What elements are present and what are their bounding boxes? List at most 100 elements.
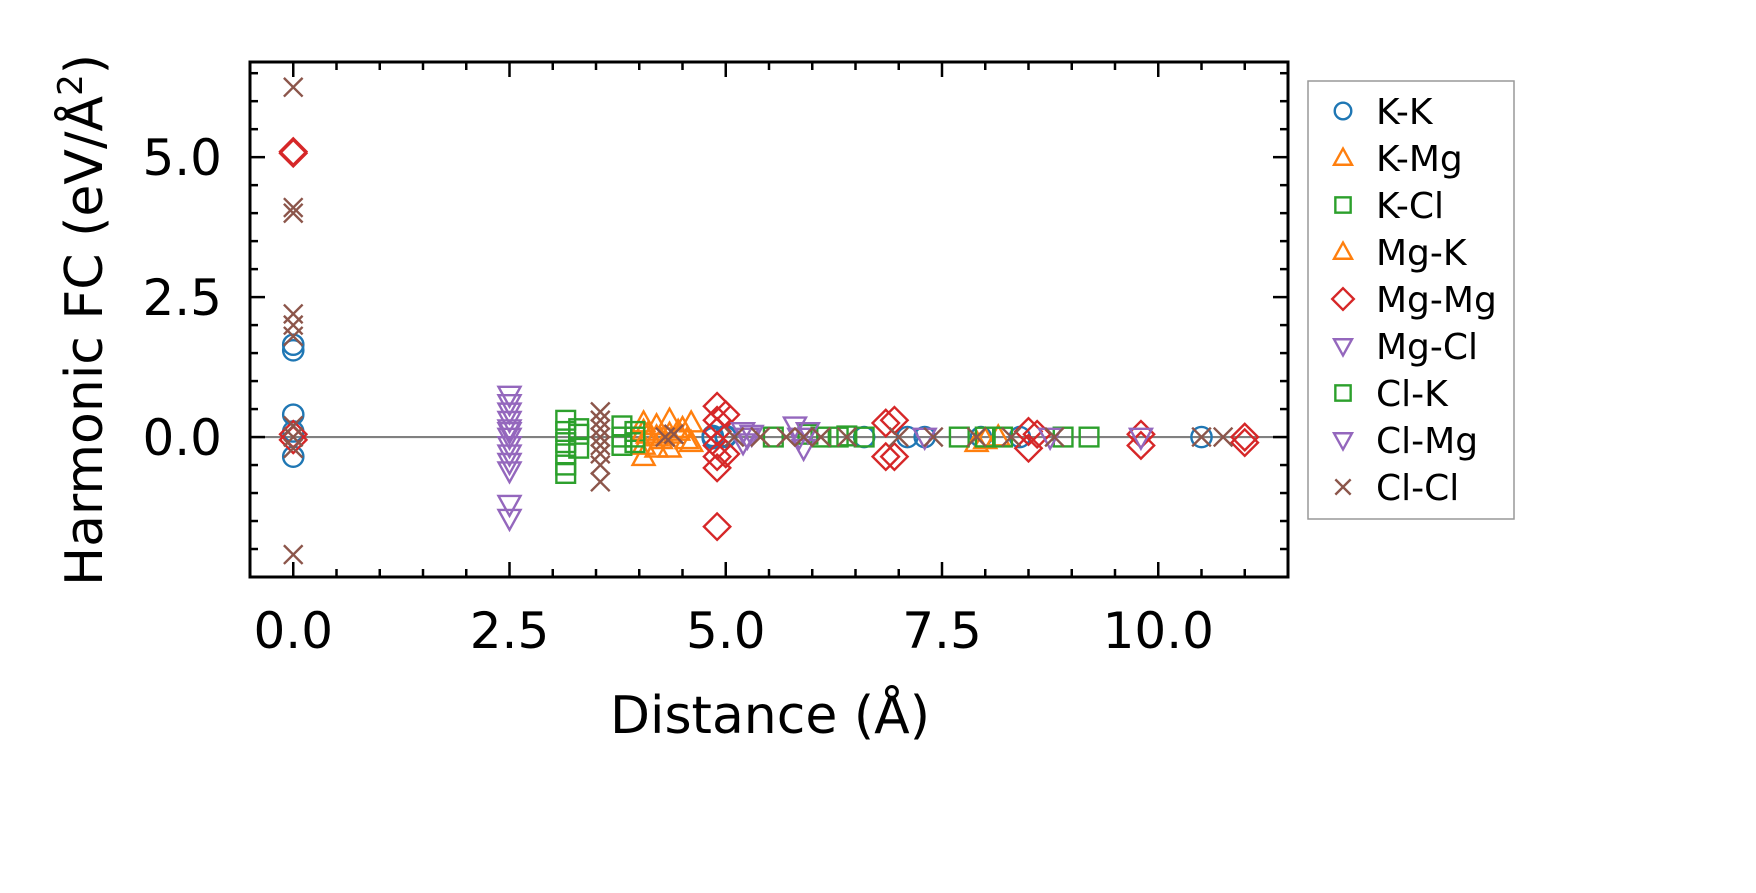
data-point bbox=[496, 494, 523, 519]
tick-labels-layer: 0.0 2.5 5.0 7.5 10.0 0.0 2.5 5.0 bbox=[142, 129, 1213, 660]
data-point bbox=[790, 438, 817, 463]
x-tick-label: 5.0 bbox=[686, 602, 766, 660]
data-point bbox=[590, 471, 611, 493]
data-point bbox=[923, 426, 944, 448]
data-point bbox=[283, 202, 304, 224]
data-point bbox=[496, 461, 523, 485]
legend-marker bbox=[1334, 384, 1352, 402]
data-point bbox=[794, 422, 821, 446]
legend-marker bbox=[1331, 146, 1355, 166]
data-point bbox=[590, 454, 611, 476]
data-point bbox=[634, 420, 661, 444]
data-point bbox=[776, 426, 797, 448]
data-point bbox=[702, 511, 732, 542]
y-tick-label: 0.0 bbox=[142, 409, 222, 467]
series-cl-k bbox=[568, 423, 858, 448]
data-point bbox=[630, 442, 657, 467]
y-axis-label-main: Harmonic FC (eV/Å bbox=[53, 95, 115, 586]
data-point bbox=[555, 420, 577, 443]
data-point bbox=[1127, 427, 1154, 452]
x-axis-label: Distance (Å) bbox=[610, 684, 930, 746]
legend-marker bbox=[1334, 478, 1352, 496]
data-point bbox=[630, 431, 657, 455]
data-point bbox=[283, 438, 304, 459]
data-point bbox=[496, 394, 523, 418]
data-point bbox=[966, 426, 987, 448]
data-point bbox=[836, 425, 858, 447]
legend-item-k-mg: K-Mg bbox=[1331, 139, 1463, 180]
data-point bbox=[1078, 426, 1100, 448]
data-point bbox=[278, 138, 309, 169]
data-point bbox=[568, 437, 590, 459]
data-point bbox=[496, 452, 523, 477]
data-point bbox=[678, 428, 705, 453]
legend-marker bbox=[1333, 101, 1353, 121]
data-point bbox=[836, 426, 858, 448]
data-point bbox=[496, 402, 523, 426]
data-point bbox=[590, 418, 611, 439]
y-tick-label: 2.5 bbox=[142, 269, 222, 327]
series-cl-mg bbox=[496, 422, 821, 452]
legend-label: K-Mg bbox=[1376, 139, 1463, 180]
data-point bbox=[590, 435, 611, 456]
data-point bbox=[1191, 426, 1212, 448]
data-point bbox=[496, 436, 523, 460]
data-point bbox=[496, 508, 523, 533]
legend-label: K-K bbox=[1376, 92, 1434, 133]
data-point bbox=[810, 426, 832, 448]
data-point bbox=[496, 385, 523, 410]
legend-marker bbox=[1330, 286, 1356, 312]
data-point bbox=[281, 338, 305, 362]
legend-item-k-cl: K-Cl bbox=[1334, 186, 1444, 227]
data-point bbox=[283, 326, 304, 347]
data-point bbox=[496, 419, 523, 443]
y-axis-label-close: ) bbox=[55, 54, 115, 74]
legend-item-mg-cl: Mg-Cl bbox=[1331, 327, 1478, 368]
data-point bbox=[496, 427, 523, 452]
data-point bbox=[793, 426, 814, 448]
data-point bbox=[1229, 427, 1260, 458]
data-point bbox=[879, 441, 910, 472]
x-tick-label: 2.5 bbox=[470, 602, 550, 660]
data-point bbox=[738, 424, 765, 449]
legend-marker bbox=[1331, 338, 1355, 358]
y-tick-label: 5.0 bbox=[142, 129, 222, 187]
data-point bbox=[590, 401, 611, 423]
data-point bbox=[283, 197, 304, 218]
x-tick-label: 7.5 bbox=[902, 602, 982, 660]
data-point bbox=[1013, 433, 1044, 464]
legend-item-mg-mg: Mg-Mg bbox=[1330, 280, 1497, 321]
legend-marker bbox=[1331, 432, 1355, 452]
data-points-layer bbox=[278, 76, 1260, 565]
data-point bbox=[590, 410, 611, 431]
data-point bbox=[948, 426, 970, 448]
data-point bbox=[888, 426, 909, 448]
legend-item-cl-k: Cl-K bbox=[1334, 374, 1449, 415]
data-point bbox=[496, 444, 523, 468]
data-point bbox=[663, 424, 685, 445]
data-point bbox=[702, 452, 732, 483]
data-point bbox=[281, 333, 305, 357]
data-point bbox=[1190, 425, 1213, 449]
legend-item-cl-cl: Cl-Cl bbox=[1334, 468, 1459, 509]
data-point bbox=[762, 426, 784, 448]
legend-label: Mg-Mg bbox=[1376, 280, 1497, 321]
data-point bbox=[283, 544, 304, 565]
data-point bbox=[870, 408, 901, 438]
legend-marker bbox=[1334, 196, 1352, 214]
data-point bbox=[724, 426, 745, 448]
data-point bbox=[1126, 430, 1156, 461]
plot-frame bbox=[248, 60, 1290, 579]
data-point bbox=[1001, 426, 1022, 448]
data-point bbox=[590, 426, 611, 448]
data-point bbox=[624, 426, 646, 448]
data-point bbox=[1044, 426, 1065, 448]
data-point bbox=[496, 422, 523, 446]
x-tick-label: 0.0 bbox=[253, 602, 333, 660]
y-axis-label-superscript: 2 bbox=[51, 74, 91, 96]
data-point bbox=[1212, 426, 1234, 448]
legend-label: Mg-K bbox=[1376, 233, 1468, 274]
data-point bbox=[568, 423, 590, 445]
